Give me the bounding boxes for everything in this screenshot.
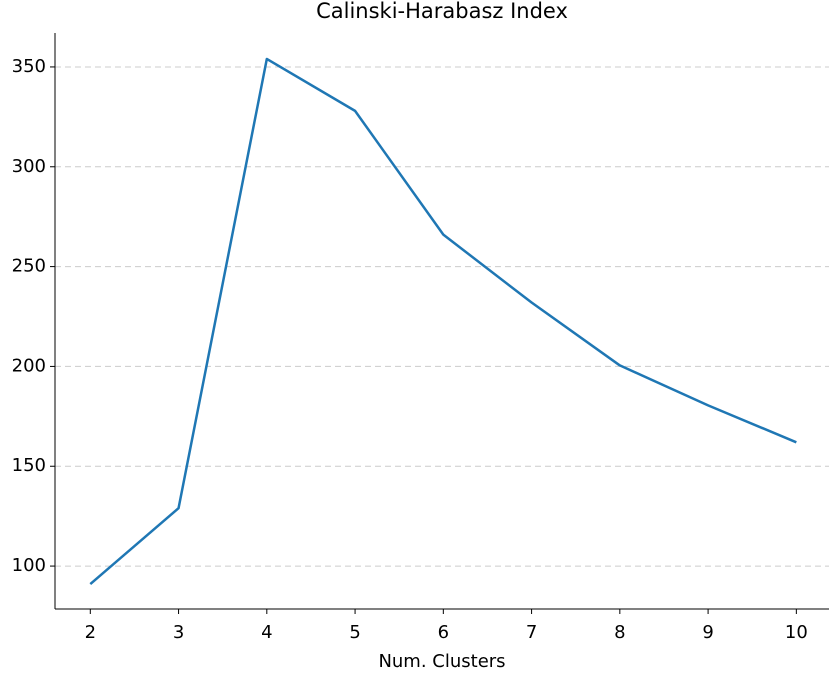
- y-tick-label: 200: [12, 355, 46, 376]
- y-tick-label: 350: [12, 56, 46, 77]
- x-tick-label: 5: [349, 622, 360, 643]
- y-tick-label: 250: [12, 256, 46, 277]
- x-tick-label: 3: [173, 622, 184, 643]
- x-tick-label: 4: [261, 622, 272, 643]
- y-tick-label: 150: [12, 455, 46, 476]
- x-tick-label: 10: [785, 622, 808, 643]
- x-tick-label: 8: [614, 622, 625, 643]
- x-tick-label: 7: [526, 622, 537, 643]
- y-tick-label: 300: [12, 156, 46, 177]
- data-line: [89, 57, 797, 585]
- x-axis-label: Num. Clusters: [378, 651, 505, 672]
- x-tick-label: 2: [85, 622, 96, 643]
- x-tick-label: 6: [438, 622, 449, 643]
- x-tick-label: 9: [702, 622, 713, 643]
- chart-title: Calinski-Harabasz Index: [316, 0, 568, 23]
- y-tick-label: 100: [12, 555, 46, 576]
